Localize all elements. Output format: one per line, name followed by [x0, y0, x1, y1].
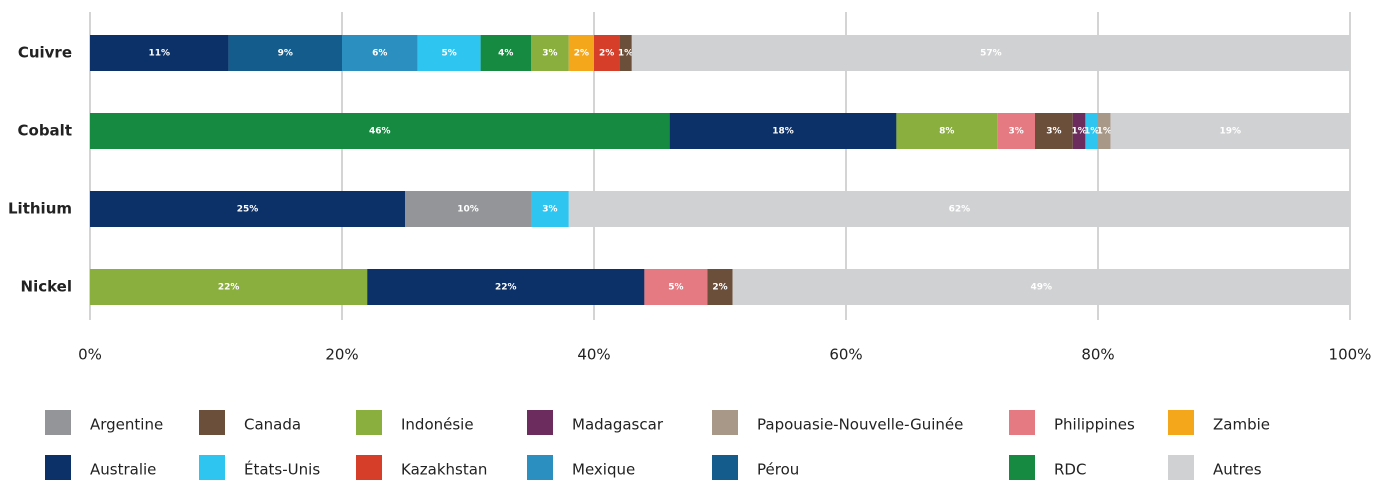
data-label: 57% [980, 49, 1002, 59]
data-label: 1% [1071, 127, 1086, 137]
legend-swatch [712, 410, 738, 435]
bar-segment [896, 113, 998, 149]
bar-segment [1110, 113, 1350, 149]
legend-label: RDC [1054, 461, 1086, 479]
x-tick-label: 80% [1081, 346, 1114, 364]
bar-segment [619, 35, 632, 71]
legend-swatch [45, 410, 71, 435]
category-label: Cuivre [18, 44, 72, 62]
data-label: 22% [218, 283, 240, 293]
data-label: 19% [1220, 127, 1242, 137]
bar-segment [669, 113, 897, 149]
bar-segment [90, 35, 229, 71]
bar-segment [1035, 113, 1073, 149]
data-label: 5% [668, 283, 683, 293]
legend-label: États-Unis [244, 460, 320, 479]
data-label: 46% [369, 127, 391, 137]
data-label: 2% [599, 49, 614, 59]
legend-swatch [527, 410, 553, 435]
data-label: 3% [1046, 127, 1061, 137]
data-label: 1% [1097, 127, 1112, 137]
bar-segment [367, 269, 645, 305]
bar-segment [342, 35, 418, 71]
data-label: 25% [237, 205, 259, 215]
data-label: 5% [441, 49, 456, 59]
data-label: 2% [712, 283, 727, 293]
legend-label: Philippines [1054, 416, 1135, 434]
legend-swatch [199, 455, 225, 480]
legend-swatch [1009, 455, 1035, 480]
x-tick-label: 100% [1329, 346, 1372, 364]
bar-segment [1098, 113, 1111, 149]
legend-label: Argentine [90, 416, 163, 434]
legend-label: Papouasie-Nouvelle-Guinée [757, 416, 963, 434]
legend-swatch [356, 455, 382, 480]
bar-segment [90, 113, 670, 149]
bar-segment [228, 35, 342, 71]
data-label: 1% [618, 49, 633, 59]
category-label: Cobalt [18, 122, 73, 140]
bar-segment [568, 191, 1350, 227]
data-label: 62% [949, 205, 971, 215]
bar-segment [531, 35, 569, 71]
x-tick-label: 40% [577, 346, 610, 364]
data-label: 49% [1031, 283, 1053, 293]
category-label: Nickel [21, 278, 72, 296]
legend-swatch [45, 455, 71, 480]
legend-label: Autres [1213, 461, 1262, 479]
data-label: 3% [1008, 127, 1023, 137]
data-label: 3% [542, 205, 557, 215]
x-tick-label: 0% [78, 346, 102, 364]
data-label: 11% [149, 49, 171, 59]
legend-label: Mexique [572, 461, 635, 479]
legend-swatch [1168, 455, 1194, 480]
x-tick-label: 20% [325, 346, 358, 364]
bar-segment [644, 269, 708, 305]
bar-segment [531, 191, 569, 227]
legend-swatch [356, 410, 382, 435]
legend-label: Pérou [757, 461, 799, 479]
bar-segment [417, 35, 481, 71]
legend-label: Zambie [1213, 416, 1270, 434]
bar-segment [90, 191, 405, 227]
legend-swatch [1168, 410, 1194, 435]
data-label: 6% [372, 49, 387, 59]
legend-label: Australie [90, 461, 156, 479]
data-label: 22% [495, 283, 517, 293]
bar-segment [90, 269, 368, 305]
data-label: 8% [939, 127, 954, 137]
data-label: 3% [542, 49, 557, 59]
data-label: 2% [574, 49, 589, 59]
bar-segment [707, 269, 733, 305]
data-label: 4% [498, 49, 513, 59]
legend-swatch [712, 455, 738, 480]
legend-label: Indonésie [401, 416, 474, 434]
legend-label: Madagascar [572, 416, 664, 434]
bar-segment [631, 35, 1350, 71]
bar-segment [732, 269, 1350, 305]
bar-segment [568, 35, 594, 71]
legend-swatch [1009, 410, 1035, 435]
legend-label: Canada [244, 416, 301, 434]
bar-segment [405, 191, 531, 227]
legend-swatch [527, 455, 553, 480]
data-label: 18% [772, 127, 794, 137]
bar-segment [1085, 113, 1098, 149]
bar-segment [1072, 113, 1086, 149]
x-tick-label: 60% [829, 346, 862, 364]
data-label: 10% [457, 205, 479, 215]
legend-label: Kazakhstan [401, 461, 487, 479]
data-label: 9% [278, 49, 293, 59]
category-label: Lithium [8, 200, 72, 218]
legend-swatch [199, 410, 225, 435]
data-label: 1% [1084, 127, 1099, 137]
bar-segment [594, 35, 620, 71]
bar-segment [997, 113, 1035, 149]
bar-segment [480, 35, 531, 71]
